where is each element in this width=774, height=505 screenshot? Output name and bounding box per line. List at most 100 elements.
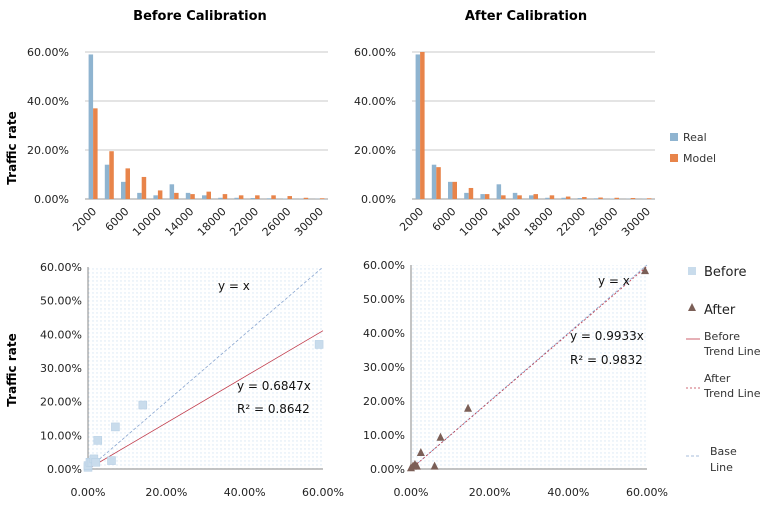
bar-model — [533, 194, 538, 199]
bar-model — [125, 168, 130, 199]
bar-model — [93, 108, 98, 199]
y-tick-label: 60.00% — [363, 259, 405, 272]
x-tick-label: 26000 — [587, 205, 621, 239]
bar-real — [185, 192, 191, 199]
bar-real — [496, 184, 502, 199]
y-tick-label: 40.00% — [40, 328, 82, 341]
trend-line — [87, 330, 324, 470]
y-tick-label: 0.00% — [34, 193, 69, 206]
bar-model — [549, 195, 555, 199]
bar-real — [529, 195, 534, 199]
legend-before-marker — [688, 267, 696, 275]
bar-model — [436, 167, 441, 199]
bar-model — [614, 197, 619, 199]
x-tick-label: 30000 — [619, 205, 653, 239]
bar-real — [121, 181, 126, 199]
bar-real — [137, 192, 142, 199]
y-tick-label: 10.00% — [40, 429, 82, 442]
x-tick-label: 22000 — [227, 205, 261, 239]
data-point-after — [436, 432, 445, 441]
y-tick-label: 30.00% — [40, 362, 82, 375]
bar-real — [415, 54, 421, 200]
data-point-before — [314, 340, 324, 349]
legend-base-label-1: Base — [710, 445, 737, 458]
bar-real — [104, 164, 110, 199]
y-tick-label: 40.00% — [363, 327, 405, 340]
legend-before-trend-label-1: Before — [704, 330, 740, 343]
y-tick-label: 10.00% — [363, 429, 405, 442]
legend-after-trend-label-2: Trend Line — [703, 387, 761, 400]
data-point-before — [93, 436, 103, 445]
bar-real — [545, 197, 550, 199]
legend-after-trend-label-1: After — [704, 372, 731, 385]
y-tick-label: 20.00% — [354, 144, 396, 157]
bar-model — [501, 195, 506, 199]
bar-model — [468, 187, 474, 199]
bar-real — [480, 194, 485, 199]
bar-model — [238, 195, 244, 199]
x-tick-label: 60.00% — [302, 486, 344, 499]
bar-real — [512, 192, 518, 199]
bar-real — [202, 195, 207, 199]
bar-real — [561, 197, 566, 199]
x-tick-label: 18000 — [195, 205, 229, 239]
y-tick-label: 40.00% — [27, 95, 69, 108]
data-point-before — [111, 422, 120, 432]
bar-model — [646, 198, 652, 199]
data-point-before — [91, 458, 101, 467]
y-tick-label: 0.00% — [361, 193, 396, 206]
x-tick-label: 10000 — [457, 205, 491, 239]
base-line — [410, 264, 648, 470]
bar-real — [431, 164, 437, 199]
annotation-equation: y = 0.9933x — [570, 329, 644, 343]
x-tick-label: 60.00% — [626, 486, 668, 499]
annotation-base: y = x — [218, 279, 250, 293]
x-tick-label: 40.00% — [547, 486, 589, 499]
y-tick-label: 50.00% — [40, 295, 82, 308]
charts-group: 0.00%20.00%40.00%60.00%2000 6000100001400… — [27, 46, 668, 499]
bar-model — [598, 197, 603, 199]
data-point-after — [416, 448, 425, 456]
legend-model-swatch — [670, 154, 678, 162]
x-tick-label: 22000 — [554, 205, 588, 239]
chart-title-before: Before Calibration — [133, 9, 267, 24]
legend-model-label: Model — [683, 152, 716, 165]
x-tick-label: 14000 — [489, 205, 523, 239]
x-tick-label: 10000 — [130, 205, 164, 239]
bar-model — [630, 198, 636, 199]
x-tick-label: 30000 — [292, 205, 326, 239]
bar-model — [206, 191, 211, 199]
bar-real — [593, 198, 599, 199]
bar-real — [266, 198, 272, 199]
bar-real — [169, 184, 175, 199]
legend-after-marker — [688, 303, 696, 311]
legend-before-trend-label-2: Trend Line — [703, 345, 761, 358]
bar-model — [582, 197, 587, 199]
bar-model — [141, 176, 147, 199]
bar-model — [303, 197, 309, 199]
y-axis-label-top: Traffic rate — [5, 111, 19, 184]
legend-real-label: Real — [683, 131, 707, 144]
y-tick-label: 60.00% — [354, 46, 396, 59]
y-tick-label: 60.00% — [40, 261, 82, 274]
x-tick-label: 6000 — [430, 205, 459, 234]
bar-real — [577, 198, 583, 199]
bar-model — [190, 194, 195, 199]
base-line — [87, 266, 324, 470]
data-point-after — [412, 461, 421, 470]
bar-real — [234, 197, 239, 199]
x-tick-label: 2000 — [70, 205, 99, 234]
y-tick-label: 0.00% — [370, 463, 405, 476]
legend-base-label-2: Line — [710, 461, 733, 474]
x-tick-label: 14000 — [162, 205, 196, 239]
annotation-equation: y = 0.6847x — [237, 379, 311, 393]
chart-title-after: After Calibration — [465, 9, 587, 24]
data-point-after — [641, 266, 650, 275]
bar-model — [157, 190, 163, 199]
x-tick-label: 2000 — [397, 205, 426, 234]
data-point-after — [464, 403, 473, 412]
x-tick-label: 40.00% — [224, 486, 266, 499]
x-tick-label: 0.00% — [71, 486, 106, 499]
annotation-r2: R² = 0.9832 — [570, 353, 643, 367]
